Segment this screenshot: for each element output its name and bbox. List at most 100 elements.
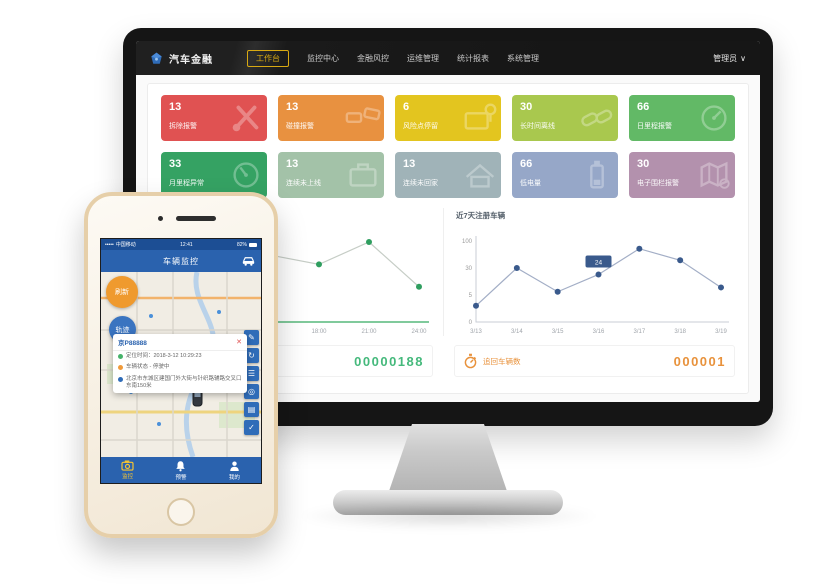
target-icon[interactable]: ◎ — [244, 384, 259, 399]
svg-text:18:00: 18:00 — [311, 329, 327, 335]
refresh-map-button[interactable]: 刷新 — [106, 276, 138, 308]
kpi-label: 拆除报警 — [169, 123, 197, 130]
user-menu[interactable]: 管理员 ∨ — [713, 53, 746, 64]
kpi-card-long-offline[interactable]: 30 长时间离线 — [512, 95, 618, 141]
vertical-divider — [443, 208, 444, 336]
stat-recovered-value: 000001 — [673, 353, 726, 369]
svg-text:3/17: 3/17 — [633, 329, 645, 335]
bottom-tab-bar: 监控 预警 我的 — [101, 457, 261, 483]
kpi-card-demolish-alarm[interactable]: 13 拆除报警 — [161, 95, 267, 141]
locate-time-text: 定位时间：2018-3-12 10:29:23 — [126, 353, 202, 359]
tab-alerts-label: 预警 — [175, 474, 187, 481]
kpi-card-grid: 13 拆除报警 13 碰撞报警 — [161, 95, 735, 198]
nav-item-system-manage[interactable]: 系统管理 — [507, 53, 539, 63]
kpi-value: 13 — [169, 101, 182, 113]
popup-row-address: 北京市东城区建国门外大街与针织路辅路交叉口东南150米 — [113, 374, 247, 393]
kpi-label: 连续未回家 — [403, 180, 438, 187]
kpi-label: 日里程报警 — [637, 123, 672, 130]
brand-logo[interactable]: 汽车金融 — [150, 51, 213, 66]
weekly-chart-canvas: 0 5 30 100 3/13 3/14 3/15 3/16 3/17 3/18 3/19 24 — [454, 223, 735, 336]
map-view[interactable]: 刷新 轨迹 京P88888 ✕ 定位时间：2018-3-12 10:29:23 … — [101, 272, 261, 457]
status-bar: ••••• 中国移动 12:41 82% — [101, 239, 261, 250]
kpi-label: 电子围栏报警 — [637, 180, 679, 187]
kpi-label: 碰撞报警 — [286, 123, 314, 130]
vehicle-status-text: 车辆状态 - 停驶中 — [126, 364, 170, 371]
stat-total-value: 00000188 — [354, 353, 424, 369]
kpi-card-risk-point-stay[interactable]: 6 风险点停留 — [395, 95, 501, 141]
phone-screen: ••••• 中国移动 12:41 82% 车辆监控 — [100, 238, 262, 484]
nav-item-stat-report[interactable]: 统计报表 — [457, 53, 489, 63]
svg-text:0: 0 — [469, 320, 473, 326]
mobile-phone: ••••• 中国移动 12:41 82% 车辆监控 — [84, 192, 278, 538]
stopwatch-icon — [464, 353, 477, 369]
weekly-chart-title: 近7天注册车辆 — [456, 211, 506, 220]
card-icon[interactable]: ▤ — [244, 402, 259, 417]
plate-number: 京P88888 — [118, 340, 147, 347]
collision-icon — [345, 107, 381, 123]
brand-name: 汽车金融 — [169, 54, 213, 66]
tab-profile[interactable]: 我的 — [208, 457, 261, 483]
svg-text:100: 100 — [462, 239, 473, 245]
floor-shadow — [295, 502, 601, 530]
kpi-label: 风险点停留 — [403, 123, 438, 130]
popup-row-time: 定位时间：2018-3-12 10:29:23 — [113, 351, 247, 362]
check-icon[interactable]: ✓ — [244, 420, 259, 435]
svg-text:3/16: 3/16 — [593, 329, 605, 335]
list-icon[interactable]: ☰ — [244, 366, 259, 381]
front-camera-icon — [158, 216, 163, 221]
camera-icon — [121, 460, 134, 471]
monitor-stand-neck — [388, 424, 508, 494]
kpi-card-monthly-mileage-abnormal[interactable]: 33 月里程异常 — [161, 152, 267, 198]
kpi-card-low-battery[interactable]: 66 低电量 — [512, 152, 618, 198]
fence-map-icon — [700, 161, 730, 189]
nav-item-finance-risk[interactable]: 金融风控 — [357, 53, 389, 63]
kpi-card-not-online[interactable]: 13 连续未上线 — [278, 152, 384, 198]
map-pin-icon — [464, 103, 497, 130]
earpiece-speaker — [176, 216, 216, 221]
svg-text:30: 30 — [465, 266, 472, 272]
chain-link-icon — [581, 109, 613, 127]
kpi-value: 13 — [286, 158, 299, 170]
home-button[interactable] — [167, 498, 195, 526]
top-nav-bar: 汽车金融 工作台 监控中心 金融风控 运维管理 统计报表 系统管理 管理员 ∨ — [136, 41, 760, 75]
edit-icon[interactable]: ✎ — [244, 330, 259, 345]
refresh-icon[interactable]: ↻ — [244, 348, 259, 363]
main-nav: 工作台 监控中心 金融风控 运维管理 统计报表 系统管理 — [247, 49, 539, 67]
location-dot-icon — [118, 376, 123, 382]
carrier-label: 中国移动 — [115, 242, 136, 248]
kpi-card-geofence-alarm[interactable]: 30 电子围栏报警 — [629, 152, 735, 198]
nav-item-ops-manage[interactable]: 运维管理 — [407, 53, 439, 63]
svg-text:24: 24 — [595, 259, 603, 266]
kpi-label: 长时间离线 — [520, 123, 555, 130]
car-icon[interactable] — [242, 256, 255, 266]
kpi-value: 13 — [286, 101, 299, 113]
kpi-label: 月里程异常 — [169, 180, 204, 187]
popup-row-status: 车辆状态 - 停驶中 — [113, 362, 247, 373]
kpi-card-not-home[interactable]: 13 连续未回家 — [395, 152, 501, 198]
tools-icon — [232, 105, 259, 132]
nav-item-workbench[interactable]: 工作台 — [247, 49, 289, 67]
gauge-icon — [233, 162, 259, 188]
battery-icon — [590, 160, 604, 189]
kpi-label: 连续未上线 — [286, 180, 321, 187]
signal-icon: ••••• — [105, 241, 114, 248]
house-icon — [465, 163, 495, 188]
user-name: 管理员 — [713, 53, 738, 63]
tab-monitor-label: 监控 — [122, 474, 134, 480]
kpi-card-daily-mileage-alarm[interactable]: 66 日里程报警 — [629, 95, 735, 141]
close-icon[interactable]: ✕ — [236, 339, 242, 346]
tab-alerts[interactable]: 预警 — [154, 457, 207, 483]
kpi-value: 30 — [637, 158, 650, 170]
kpi-card-collision-alarm[interactable]: 13 碰撞报警 — [278, 95, 384, 141]
nav-item-monitor-center[interactable]: 监控中心 — [307, 53, 339, 63]
gem-logo-icon — [151, 52, 162, 64]
monitor-stand-base — [333, 490, 563, 515]
svg-text:5: 5 — [469, 293, 473, 299]
svg-text:3/18: 3/18 — [674, 329, 686, 335]
address-text: 北京市东城区建国门外大街与针织路辅路交叉口东南150米 — [126, 375, 242, 390]
svg-text:21:00: 21:00 — [361, 329, 377, 335]
kpi-value: 30 — [520, 101, 533, 113]
kpi-value: 13 — [403, 158, 416, 170]
tab-monitor[interactable]: 监控 — [101, 457, 154, 483]
